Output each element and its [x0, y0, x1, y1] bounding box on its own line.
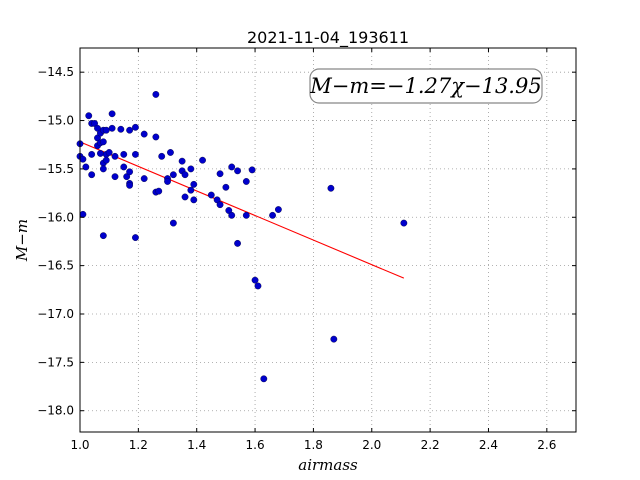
data-point — [108, 124, 116, 132]
data-point — [167, 149, 174, 156]
data-point — [330, 335, 338, 343]
data-point — [242, 211, 250, 219]
y-tick-label: −14.5 — [37, 65, 74, 79]
y-tick-label: −15.0 — [37, 114, 74, 128]
grid — [79, 48, 576, 432]
y-tick-label: −15.5 — [37, 162, 74, 176]
y-tick-label: −17.0 — [37, 307, 74, 321]
data-points — [76, 91, 408, 383]
data-point — [152, 133, 160, 141]
x-tick-label: 2.2 — [421, 438, 440, 452]
data-point — [242, 178, 250, 185]
x-tick-label: 2.0 — [362, 438, 381, 452]
data-point — [126, 126, 134, 134]
data-point — [169, 219, 177, 227]
data-point — [216, 201, 224, 209]
y-tick-label: −17.5 — [37, 355, 74, 369]
x-tick-label: 1.4 — [187, 438, 206, 452]
data-point — [82, 163, 90, 171]
data-point — [181, 171, 189, 179]
data-point — [234, 239, 241, 247]
data-point — [108, 110, 116, 118]
data-point — [88, 171, 96, 179]
data-point — [132, 123, 139, 131]
data-point — [132, 150, 139, 158]
data-point — [216, 170, 224, 178]
data-point — [140, 175, 148, 182]
data-point — [120, 150, 128, 158]
data-point — [126, 181, 134, 189]
data-point — [99, 232, 107, 240]
data-point — [99, 138, 107, 146]
x-tick-label: 2.6 — [537, 438, 556, 452]
data-point — [207, 191, 215, 199]
y-tick-label: −16.0 — [37, 210, 74, 224]
data-point — [102, 126, 110, 134]
data-point — [222, 183, 230, 191]
data-point — [88, 150, 96, 158]
chart-title: 2021-11-04_193611 — [247, 28, 409, 48]
data-point — [155, 187, 163, 195]
data-point — [132, 234, 139, 241]
data-point — [105, 149, 113, 156]
data-point — [120, 163, 128, 171]
x-tick-label: 1.2 — [129, 438, 148, 452]
data-point — [158, 152, 166, 160]
data-point — [169, 171, 177, 179]
y-axis-label: M−m — [13, 219, 31, 262]
data-point — [97, 150, 104, 157]
data-point — [260, 375, 268, 383]
data-point — [111, 173, 119, 181]
y-tick-label: −18.0 — [37, 404, 74, 418]
y-tick-label: −16.5 — [37, 259, 74, 273]
data-point — [164, 178, 171, 185]
x-tick-label: 1.6 — [246, 438, 265, 452]
data-point — [187, 165, 195, 173]
fit-equation: M−m=−1.27χ−13.95 — [309, 74, 541, 98]
data-point — [102, 156, 110, 164]
data-point — [327, 184, 335, 192]
x-tick-label: 1.8 — [304, 438, 323, 452]
data-point — [254, 282, 262, 290]
data-point — [234, 167, 241, 175]
data-point — [79, 155, 87, 163]
data-point — [187, 186, 195, 194]
data-point — [152, 91, 160, 98]
plot-frame — [79, 47, 577, 433]
data-point — [117, 125, 125, 133]
fit-equation-box — [309, 68, 543, 104]
axis-ticks: 1.0 1.2 1.4 1.6 1.8 2.0 2.2 2.4 2.6 −14.5 −15.0 −15… — [37, 48, 576, 452]
data-point — [190, 180, 198, 188]
data-point — [228, 163, 236, 171]
fit-line — [79, 141, 405, 279]
data-point — [79, 210, 87, 218]
x-axis-label: airmass — [298, 456, 358, 474]
x-tick-label: 1.0 — [70, 438, 89, 452]
data-point — [251, 276, 259, 284]
data-point — [190, 196, 198, 204]
data-point — [269, 211, 276, 219]
x-tick-label: 2.4 — [479, 438, 498, 452]
data-point — [199, 156, 206, 164]
fit-line-layer — [79, 141, 405, 279]
data-point — [274, 206, 282, 213]
data-point — [248, 166, 256, 174]
data-point — [85, 112, 93, 120]
data-point — [228, 211, 236, 219]
data-point — [111, 152, 119, 160]
data-point — [99, 165, 107, 173]
data-point — [181, 193, 189, 201]
data-point — [126, 168, 134, 176]
data-point — [140, 130, 148, 138]
data-point — [400, 219, 408, 227]
data-point — [178, 157, 186, 165]
